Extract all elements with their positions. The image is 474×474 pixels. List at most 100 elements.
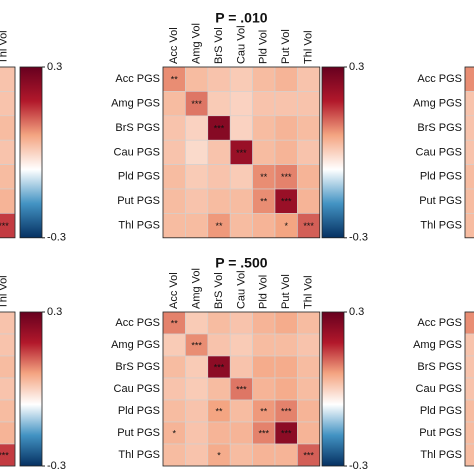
- heatmap-cell: [229, 164, 253, 190]
- heatmap-cell: [464, 421, 474, 445]
- heatmap-cell: [297, 421, 321, 445]
- row-label: Thl PGS: [420, 449, 462, 461]
- grid-border: [464, 311, 474, 467]
- column-label: Thl Vol: [303, 275, 315, 309]
- heatmap-cell: [274, 355, 298, 379]
- significance-stars: ***: [0, 450, 9, 460]
- heatmap-cell: [297, 355, 321, 379]
- heatmap-cell: [464, 66, 474, 92]
- heatmap-cell: [185, 188, 209, 214]
- heatmap-cell: [274, 443, 298, 467]
- heatmap-cell: [185, 139, 209, 165]
- heatmap-cell: [0, 66, 16, 92]
- row-label: Acc PGS: [417, 73, 462, 85]
- grid-border: [0, 311, 16, 467]
- heatmap-cell: [229, 311, 253, 335]
- heatmap-cell: [207, 377, 231, 401]
- heatmap-cell: [297, 115, 321, 141]
- heatmap-cell: [464, 311, 474, 335]
- grid-border: [162, 311, 321, 467]
- heatmap-cell: [185, 443, 209, 467]
- row-label: Put PGS: [117, 195, 160, 207]
- heatmap-cell: [252, 443, 276, 467]
- heatmap-cell: [162, 399, 186, 423]
- heatmap-cell: [207, 333, 231, 357]
- heatmap-cell: [274, 139, 298, 165]
- heatmap-cell: [297, 188, 321, 214]
- heatmap-cell: [274, 66, 298, 92]
- significance-stars: ***: [259, 428, 270, 438]
- row-label: Pld PGS: [420, 171, 462, 183]
- heatmap-cell: [464, 213, 474, 239]
- heatmap-cell: [207, 91, 231, 117]
- row-label: Thl PGS: [420, 220, 462, 232]
- heatmap-cell: [252, 91, 276, 117]
- row-label: BrS PGS: [115, 361, 160, 373]
- heatmap-cell: [252, 333, 276, 357]
- colorbar: [321, 311, 345, 467]
- heatmap-cell: [207, 188, 231, 214]
- significance-stars: ***: [236, 148, 247, 158]
- heatmap-cell: [274, 91, 298, 117]
- heatmap-cell: [162, 164, 186, 190]
- heatmap-cell: [162, 91, 186, 117]
- column-label: Amg Vol: [191, 268, 203, 309]
- colorbar: [19, 66, 43, 239]
- heatmap-cell: [229, 355, 253, 379]
- heatmap-cell: [162, 355, 186, 379]
- heatmap-cell: [185, 355, 209, 379]
- heatmap-cell: [0, 91, 16, 117]
- significance-stars: ***: [214, 123, 225, 133]
- heatmap-cell: [185, 377, 209, 401]
- heatmap-cell: [229, 443, 253, 467]
- heatmap-cell: [229, 91, 253, 117]
- colorbar-tick-label: 0.3: [349, 306, 364, 318]
- column-label: Put Vol: [280, 274, 292, 309]
- significance-stars: ***: [191, 340, 202, 350]
- row-label: Acc PGS: [115, 317, 160, 329]
- significance-stars: **: [171, 75, 179, 85]
- row-label: BrS PGS: [417, 122, 462, 134]
- significance-stars: *: [284, 221, 288, 231]
- heatmap-cell: [297, 66, 321, 92]
- heatmap-cell: [0, 164, 16, 190]
- row-label: BrS PGS: [115, 122, 160, 134]
- heatmap-cell: [162, 333, 186, 357]
- row-label: BrS PGS: [417, 361, 462, 373]
- heatmap-cell: [252, 139, 276, 165]
- heatmap-cell: [162, 139, 186, 165]
- column-label: Pld Vol: [258, 275, 270, 309]
- significance-stars: **: [260, 197, 268, 207]
- grid-border: [162, 66, 321, 239]
- row-label: Put PGS: [419, 427, 462, 439]
- heatmap-cell: [185, 66, 209, 92]
- heatmap-cell: [252, 115, 276, 141]
- heatmap-cell: [0, 311, 16, 335]
- heatmap-cell: [229, 188, 253, 214]
- heatmap-cell: [0, 115, 16, 141]
- row-label: Put PGS: [117, 427, 160, 439]
- heatmap-cell: [297, 399, 321, 423]
- row-label: Amg PGS: [111, 339, 160, 351]
- row-label: Thl PGS: [118, 449, 160, 461]
- significance-stars: ***: [191, 99, 202, 109]
- row-label: Cau PGS: [416, 146, 462, 158]
- heatmap-cell: [297, 139, 321, 165]
- row-label: Cau PGS: [114, 146, 160, 158]
- significance-stars: ***: [281, 406, 292, 416]
- heatmap-cell: [464, 333, 474, 357]
- colorbar-tick-label: -0.3: [47, 460, 66, 472]
- column-label: BrS Vol: [213, 272, 225, 309]
- heatmap-cell: [229, 421, 253, 445]
- significance-stars: ***: [0, 221, 9, 231]
- heatmap-cell: [185, 399, 209, 423]
- column-label: Cau Vol: [235, 25, 247, 64]
- heatmap-cell: [0, 188, 16, 214]
- heatmap-cell: [185, 421, 209, 445]
- heatmap-cell: [229, 399, 253, 423]
- heatmap-cell: [162, 188, 186, 214]
- significance-stars: **: [171, 318, 179, 328]
- significance-stars: ***: [281, 197, 292, 207]
- heatmap-cell: [0, 377, 16, 401]
